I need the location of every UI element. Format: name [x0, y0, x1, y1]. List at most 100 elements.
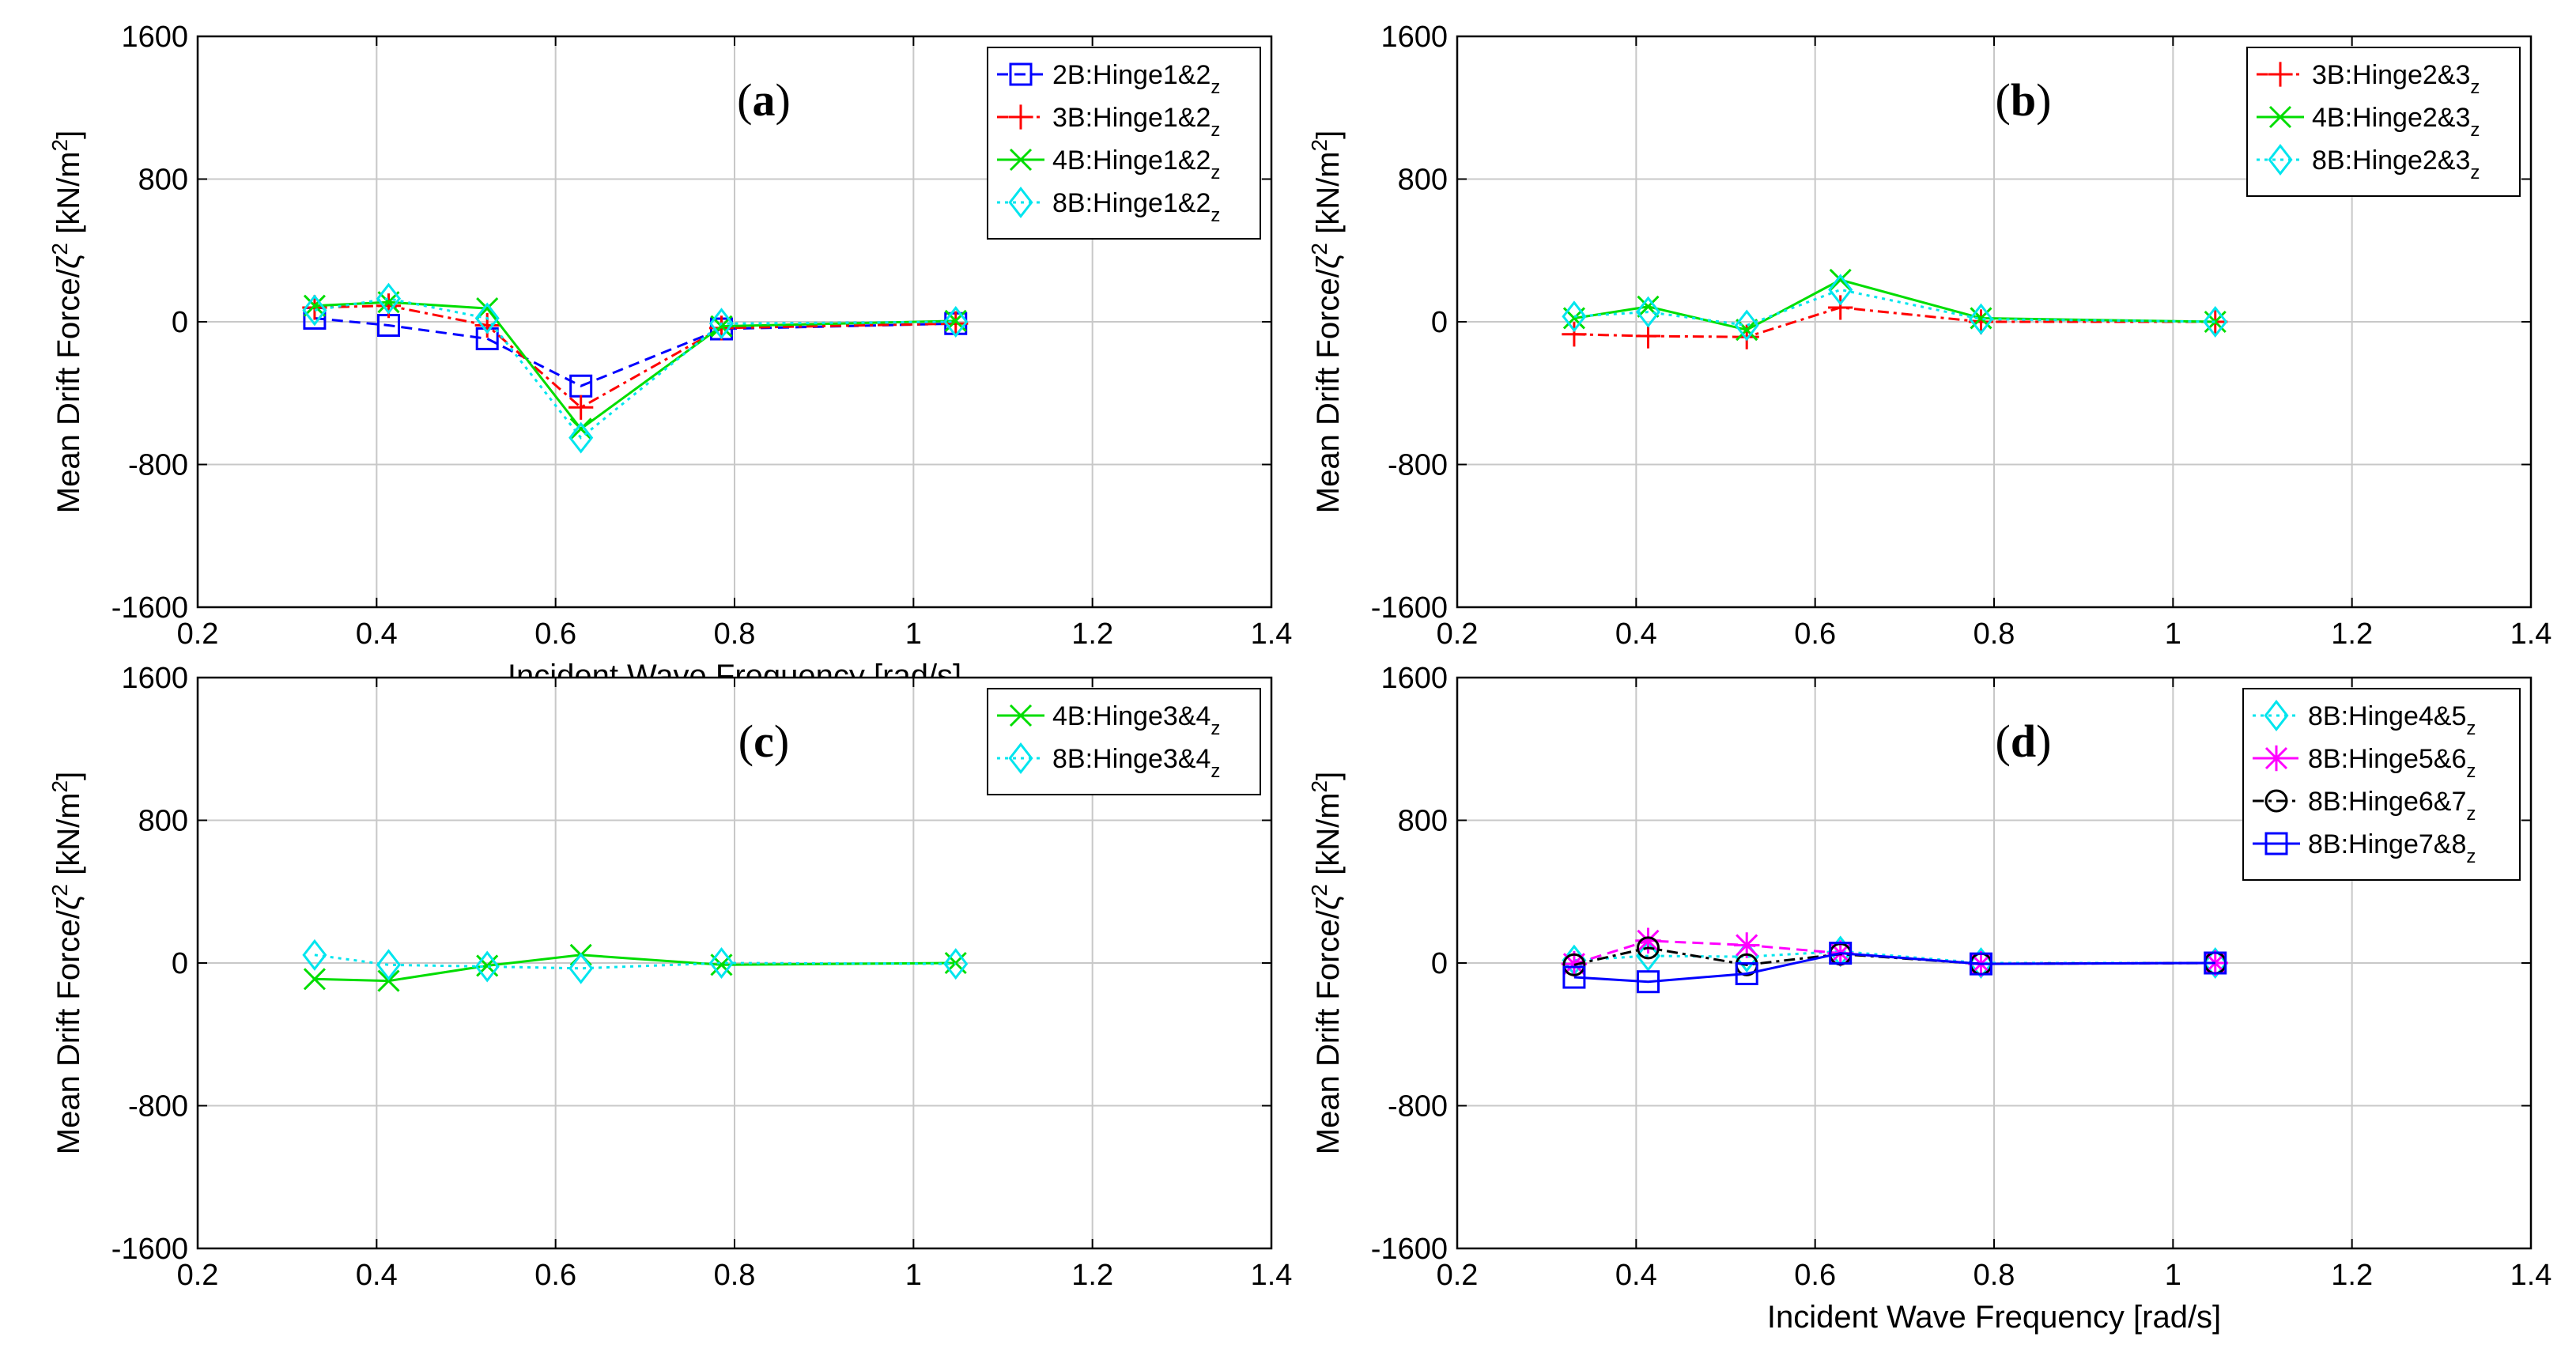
data-point: [1635, 323, 1661, 349]
x-tick-label: 1.4: [2510, 1259, 2552, 1292]
y-axis-title: Mean Drift Force/ζ2 [kN/m2]: [47, 772, 87, 1154]
series-3: [1562, 942, 2227, 994]
series-line: [1573, 946, 2215, 966]
x-tick-label: 0.8: [714, 617, 756, 651]
legend-entry: 4B:Hinge2&3z: [2312, 103, 2480, 141]
legend-marker: [2264, 789, 2288, 813]
legend-entry: 4B:Hinge3&4z: [1052, 701, 1220, 739]
legend: 4B:Hinge3&4z 8B:Hinge3&4z: [987, 688, 1261, 795]
data-point: [474, 302, 500, 334]
data-point: [2204, 951, 2227, 975]
data-point: [2202, 950, 2228, 976]
axes-frame: [1456, 676, 2533, 1250]
legend: 2B:Hinge1&2z 3B:Hinge1&2z 4B:Hinge1&2z 8B:H…: [987, 47, 1261, 240]
data-point: [303, 294, 326, 317]
data-point: [1562, 322, 1587, 347]
data-point: [1829, 268, 1852, 292]
data-point: [1829, 942, 1853, 965]
legend-marker: [1009, 148, 1033, 172]
data-point: [377, 969, 400, 992]
x-tick-label: 0.6: [534, 617, 576, 651]
legend: 8B:Hinge4&5z 8B:Hinge5&6z 8B:Hinge6&7z 8B:H…: [2242, 688, 2521, 881]
legend-entry: 4B:Hinge1&2z: [1052, 145, 1220, 183]
x-tick-label: 1.2: [2331, 617, 2373, 651]
y-tick-label: 1600: [1381, 21, 1448, 54]
y-tick-label: 1600: [121, 21, 188, 54]
x-tick-label: 0.4: [1615, 1259, 1657, 1292]
series-2: [1562, 274, 2228, 342]
x-tick-label: 0.8: [1974, 1259, 2015, 1292]
series-line: [314, 300, 956, 431]
x-tick-label: 0.6: [534, 1259, 576, 1292]
panel-label: (c): [738, 716, 789, 767]
series-line: [314, 297, 956, 440]
x-tick-label: 0.2: [1437, 617, 1479, 651]
data-point: [1635, 939, 1661, 972]
data-point: [1736, 319, 1758, 342]
x-tick-label: 0.6: [1794, 1259, 1836, 1292]
legend-box: [2246, 47, 2521, 197]
x-tick-label: 0.2: [177, 617, 219, 651]
legend-entry: 2B:Hinge1&2z: [1052, 60, 1220, 98]
y-tick-label: 800: [1398, 164, 1448, 197]
panel-label: (a): [737, 74, 791, 126]
series-line: [1573, 288, 2215, 327]
legend-marker: [2268, 105, 2292, 129]
data-point: [708, 947, 735, 979]
legend-entry: 8B:Hinge3&4z: [1052, 744, 1220, 782]
x-axis-title: Incident Wave Frequency [rad/s]: [1767, 1300, 2221, 1335]
data-point: [2203, 306, 2228, 338]
data-point: [1968, 303, 1994, 335]
legend-marker: [2263, 745, 2290, 772]
data-point: [568, 395, 594, 420]
y-axis-title: Mean Drift Force/ζ2 [kN/m2]: [1307, 130, 1347, 513]
data-point: [476, 297, 499, 320]
legend-marker: [2268, 144, 2293, 176]
x-tick-label: 1: [905, 1259, 922, 1292]
series-line: [1573, 306, 2215, 338]
x-tick-label: 1: [2165, 617, 2181, 651]
legend-marker: [1008, 742, 1033, 774]
x-tick-label: 0.4: [356, 617, 398, 651]
legend-marker: [2268, 62, 2293, 87]
x-tick-label: 0.6: [1794, 617, 1836, 651]
legend-marker: [2264, 832, 2288, 855]
y-tick-label: -1600: [111, 1233, 188, 1266]
legend-marker: [1008, 104, 1033, 130]
x-tick-label: 0.8: [1974, 617, 2015, 651]
series-3: [302, 282, 969, 454]
legend-entry: 3B:Hinge1&2z: [1052, 103, 1220, 141]
series-line: [314, 304, 956, 410]
data-point: [376, 949, 402, 981]
data-point: [708, 308, 735, 340]
y-axis-title: Mean Drift Force/ζ2 [kN/m2]: [1307, 772, 1347, 1154]
legend-entry: 3B:Hinge2&3z: [2312, 60, 2480, 98]
x-tick-label: 0.4: [1615, 617, 1657, 651]
data-point: [2203, 947, 2228, 979]
data-point: [568, 952, 594, 984]
y-tick-label: 1600: [121, 662, 188, 695]
panel-c: 0.2 0.4 0.6 0.8 1 1.2 1.4 -1600 -800 0 800 1600 (c) 4…: [47, 662, 1293, 1292]
x-tick-label: 1.4: [1251, 1259, 1293, 1292]
x-tick-label: 0.4: [356, 1259, 398, 1292]
data-point: [1636, 970, 1660, 994]
x-tick-label: 1: [905, 617, 922, 651]
y-tick-label: 0: [172, 947, 188, 980]
y-tick-label: -800: [128, 1090, 188, 1124]
y-tick-label: 800: [1398, 805, 1448, 838]
data-point: [569, 417, 592, 440]
legend-box: [987, 47, 1261, 240]
x-tick-label: 0.2: [1437, 1259, 1479, 1292]
y-tick-label: 0: [1431, 947, 1448, 980]
data-point: [1969, 952, 1992, 976]
data-point: [943, 948, 969, 980]
y-tick-label: 0: [1431, 306, 1448, 339]
y-tick-label: -800: [1388, 449, 1448, 482]
data-point: [1734, 309, 1759, 342]
series-line: [314, 317, 956, 387]
legend-box: [987, 688, 1261, 795]
legend-marker: [1008, 187, 1033, 218]
data-point: [943, 306, 969, 338]
data-point: [1562, 953, 1586, 976]
